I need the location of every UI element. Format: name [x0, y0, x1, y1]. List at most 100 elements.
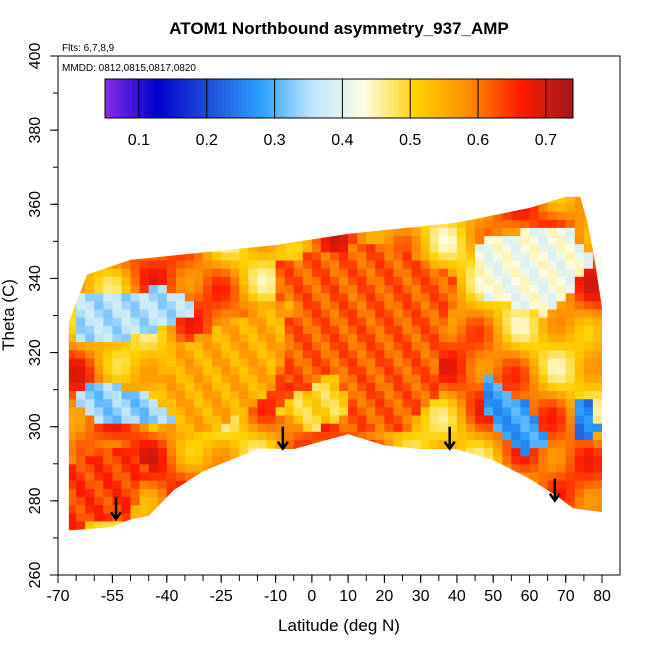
heatmap-cell: [556, 243, 567, 253]
heatmap-cell: [520, 268, 531, 277]
heatmap-cell: [574, 480, 585, 489]
heatmap-cell: [94, 447, 104, 457]
heatmap-cell: [565, 292, 576, 302]
heatmap-cell: [339, 243, 349, 253]
heatmap-cell: [221, 243, 231, 253]
heatmap-cell: [330, 219, 340, 228]
heatmap-cell: [574, 357, 585, 367]
heatmap-cell: [466, 211, 476, 220]
heatmap-cell: [194, 227, 204, 237]
heatmap-cell: [402, 455, 413, 465]
heatmap-cell: [230, 202, 240, 212]
heatmap-cell: [203, 447, 213, 457]
heatmap-cell: [121, 512, 132, 522]
heatmap-cell: [330, 357, 340, 367]
heatmap-cell: [330, 243, 340, 253]
heatmap-cell: [266, 390, 277, 400]
heatmap-cell: [230, 390, 240, 400]
heatmap-cell: [311, 504, 322, 514]
heatmap-cell: [184, 308, 195, 318]
heatmap-cell: [194, 537, 204, 546]
heatmap-cell: [221, 471, 231, 481]
heatmap-cell: [583, 349, 594, 359]
heatmap-cell: [194, 300, 204, 310]
heatmap-cell: [439, 187, 449, 196]
heatmap-cell: [221, 463, 231, 473]
heatmap-cell: [511, 406, 521, 416]
heatmap-cell: [203, 504, 213, 514]
heatmap-cell: [547, 300, 558, 310]
heatmap-cell: [402, 423, 413, 432]
heatmap-cell: [574, 431, 585, 440]
heatmap-cell: [212, 471, 222, 481]
heatmap-cell: [68, 259, 77, 269]
heatmap-cell: [275, 308, 286, 318]
heatmap-cell: [130, 406, 141, 416]
heatmap-cell: [257, 365, 268, 375]
heatmap-cell: [175, 243, 186, 253]
heatmap-cell: [76, 455, 86, 465]
heatmap-cell: [447, 423, 458, 432]
heatmap-cell: [203, 259, 213, 269]
heatmap-cell: [58, 350, 68, 359]
heatmap-cell: [121, 211, 132, 220]
heatmap-cell: [529, 196, 540, 204]
heatmap-cell: [574, 349, 585, 359]
heatmap-cell: [565, 423, 576, 432]
heatmap-cell: [502, 333, 512, 343]
colorbar-swatch: [327, 79, 332, 118]
heatmap-cell: [293, 520, 304, 530]
heatmap-cell: [547, 235, 558, 245]
heatmap-cell: [530, 537, 540, 546]
heatmap-cell: [94, 398, 104, 408]
heatmap-cell: [76, 488, 86, 498]
heatmap-cell: [275, 496, 286, 506]
heatmap-cell: [68, 496, 77, 506]
heatmap-cell: [330, 259, 340, 269]
heatmap-cell: [520, 349, 531, 359]
heatmap-cell: [565, 471, 576, 481]
heatmap-cell: [76, 382, 86, 391]
heatmap-cell: [239, 504, 249, 514]
heatmap-cell: [502, 447, 512, 457]
heatmap-cell: [402, 268, 413, 277]
heatmap-cell: [339, 471, 349, 481]
heatmap-cell: [583, 488, 594, 498]
heatmap-cell: [393, 292, 404, 302]
colorbar-swatch: [144, 79, 149, 118]
heatmap-cell: [302, 227, 313, 237]
heatmap-cell: [511, 187, 521, 196]
heatmap-cell: [447, 488, 458, 498]
heatmap-cell: [212, 529, 222, 531]
heatmap-cell: [384, 317, 395, 326]
heatmap-cell: [248, 390, 259, 400]
heatmap-cell: [357, 219, 367, 228]
heatmap-cell: [583, 268, 594, 277]
heatmap-cell: [339, 463, 349, 473]
colorbar-swatch: [140, 79, 145, 118]
heatmap-cell: [148, 259, 159, 269]
colorbar-swatch: [241, 79, 246, 118]
heatmap-cell: [475, 406, 485, 416]
heatmap-cell: [538, 365, 549, 375]
heatmap-cell: [68, 390, 77, 400]
heatmap-cell: [293, 431, 304, 440]
heatmap-cell: [130, 512, 141, 522]
heatmap-cell: [556, 382, 567, 391]
heatmap-cell: [529, 333, 540, 343]
heatmap-cell: [293, 365, 304, 375]
heatmap-cell: [583, 284, 594, 294]
heatmap-cell: [402, 211, 413, 220]
heatmap-cell: [592, 227, 602, 237]
heatmap-cell: [85, 512, 95, 522]
heatmap-cell: [330, 308, 340, 318]
heatmap-cell: [366, 480, 376, 489]
heatmap-cell: [574, 292, 585, 302]
heatmap-cell: [302, 529, 313, 531]
heatmap-cell: [311, 357, 322, 367]
heatmap-cell: [121, 496, 132, 506]
heatmap-cell: [493, 333, 503, 343]
heatmap-cell: [456, 317, 467, 326]
heatmap-cell: [592, 219, 602, 228]
heatmap-cell: [520, 219, 531, 228]
